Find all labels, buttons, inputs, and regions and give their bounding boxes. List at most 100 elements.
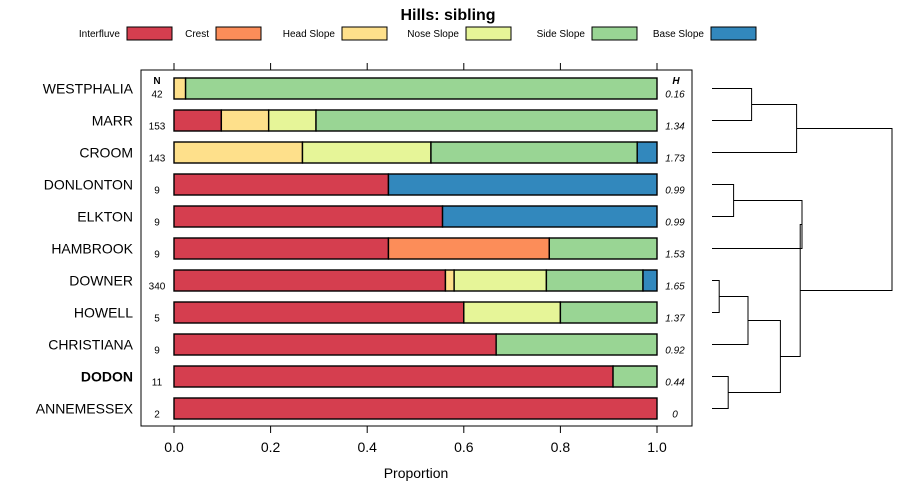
dendrogram-branch — [712, 184, 735, 217]
legend-label: Interfluve — [79, 29, 121, 40]
dendrogram-branch — [712, 280, 720, 313]
bar-segment — [173, 333, 497, 356]
category-label: DONLONTON — [44, 177, 133, 193]
dendrogram-branch — [796, 128, 893, 291]
bar-segment — [453, 269, 548, 292]
h-value: 1.53 — [665, 250, 685, 261]
bar-segment — [173, 269, 447, 292]
bar-segment — [545, 269, 644, 292]
bar-segment — [184, 77, 658, 100]
legend-label: Side Slope — [537, 29, 586, 40]
bar-segment — [444, 269, 455, 292]
x-tick-label: 0.6 — [454, 439, 474, 455]
category-label: WESTPHALIA — [43, 81, 134, 97]
bar-segment — [495, 333, 658, 356]
h-value: 0 — [672, 410, 678, 421]
dendrogram-branch — [712, 376, 729, 409]
dendrogram — [712, 88, 893, 409]
category-label: DOWNER — [69, 273, 133, 289]
x-tick-label: 0.4 — [357, 439, 377, 455]
n-value: 9 — [154, 218, 160, 229]
dendrogram-branch — [712, 104, 798, 153]
n-value: 9 — [154, 346, 160, 357]
bar-segment — [387, 173, 658, 196]
bar-segment — [548, 237, 658, 260]
dendrogram-branch — [712, 88, 753, 121]
x-tick-label: 1.0 — [647, 439, 667, 455]
h-value: 1.37 — [665, 314, 685, 325]
n-value: 340 — [149, 282, 166, 293]
bar-segment — [315, 109, 658, 132]
category-label: ELKTON — [77, 209, 133, 225]
h-header: H — [672, 76, 680, 87]
n-value: 9 — [154, 186, 160, 197]
x-axis: 0.0 0.2 0.4 0.6 0.8 1.0 — [164, 426, 667, 455]
bar-segment — [173, 173, 390, 196]
h-value: 1.65 — [665, 282, 685, 293]
legend-swatch — [591, 26, 638, 41]
bars — [173, 77, 658, 420]
h-value: 0.92 — [665, 346, 685, 357]
category-label: ANNEMESSEX — [36, 401, 134, 417]
n-value: 11 — [152, 378, 163, 389]
h-value: 0.99 — [665, 218, 685, 229]
n-value: 153 — [149, 122, 166, 133]
legend-swatch — [710, 26, 757, 41]
bar-segment — [430, 141, 638, 164]
legend-label: Head Slope — [283, 29, 336, 40]
bar-segment — [267, 109, 317, 132]
dendrogram-branch — [728, 320, 781, 393]
bar-segment — [173, 109, 223, 132]
n-value: 2 — [154, 410, 160, 421]
h-value: 0.99 — [665, 186, 685, 197]
category-label: CHRISTIANA — [48, 337, 133, 353]
bar-segment — [612, 365, 658, 388]
legend-label: Base Slope — [653, 29, 705, 40]
bar-segment — [642, 269, 658, 292]
legend-swatch — [341, 26, 388, 41]
legend-label: Nose Slope — [407, 29, 459, 40]
dendrogram-branch — [780, 224, 802, 357]
bar-segment — [220, 109, 270, 132]
category-label: HAMBROOK — [51, 241, 133, 257]
bar-segment — [173, 301, 465, 324]
n-value: 143 — [149, 154, 166, 165]
top-axis-ticks — [173, 63, 658, 70]
bar-segment — [173, 397, 658, 420]
dendrogram-branch — [712, 200, 803, 249]
bar-segment — [301, 141, 432, 164]
legend-swatch — [465, 26, 512, 41]
bar-segment — [463, 301, 562, 324]
bar-segment — [173, 237, 390, 260]
bar-segment — [441, 205, 658, 228]
legend: Interfluve Crest Head Slope Nose Slope Side … — [79, 26, 757, 41]
plot-frame — [140, 69, 693, 427]
n-value: 5 — [154, 314, 160, 325]
legend-swatch — [215, 26, 262, 41]
bar-segment — [173, 365, 614, 388]
x-tick-label: 0.0 — [164, 439, 184, 455]
x-tick-label: 0.2 — [261, 439, 281, 455]
x-tick-label: 0.8 — [551, 439, 571, 455]
bar-segment — [387, 237, 550, 260]
category-label: CROOM — [79, 145, 133, 161]
chart-title: Hills: sibling — [400, 7, 495, 24]
bar-segment — [173, 205, 444, 228]
x-axis-label: Proportion — [384, 465, 449, 481]
h-value: 1.73 — [665, 154, 685, 165]
category-label: HOWELL — [74, 305, 133, 321]
bar-segment — [173, 141, 304, 164]
legend-label: Crest — [185, 29, 209, 40]
row-labels: WESTPHALIA 42 0.16 MARR 153 1.34 CROOM 143 1.73 D… — [36, 81, 685, 421]
bar-segment — [173, 77, 187, 100]
legend-swatch — [126, 26, 173, 41]
n-value: 42 — [151, 90, 163, 101]
n-value: 9 — [154, 250, 160, 261]
n-header: N — [153, 76, 160, 87]
h-value: 0.16 — [665, 90, 685, 101]
bar-segment — [636, 141, 658, 164]
dendrogram-branch — [712, 296, 749, 345]
h-value: 1.34 — [665, 122, 685, 133]
category-label: MARR — [92, 113, 133, 129]
bar-segment — [559, 301, 658, 324]
